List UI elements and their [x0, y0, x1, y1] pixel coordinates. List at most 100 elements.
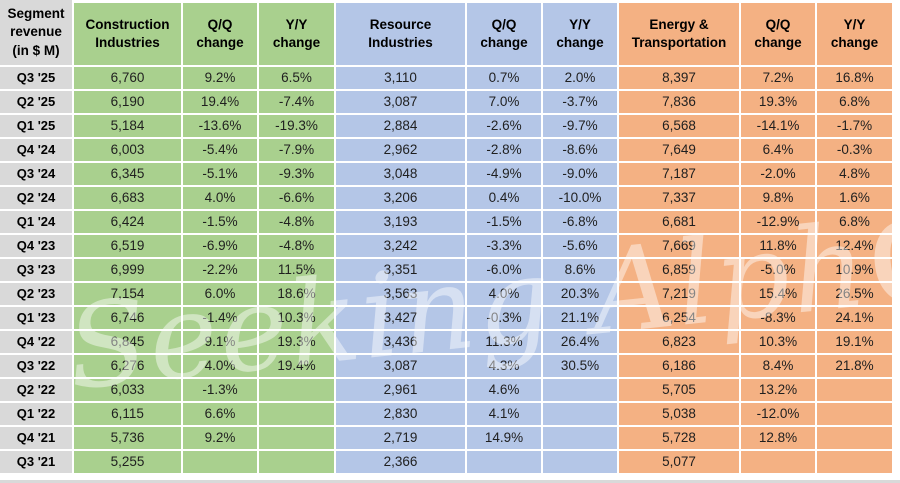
data-cell — [259, 379, 336, 403]
data-cell — [817, 379, 894, 403]
data-cell: -7.4% — [259, 91, 336, 115]
data-cell: 0.7% — [467, 67, 543, 91]
data-cell: 6,033 — [74, 379, 183, 403]
data-cell: 8.6% — [543, 259, 619, 283]
table-header-row: Segment revenue (in $ M) Construction In… — [0, 0, 900, 67]
data-cell: 4.3% — [467, 355, 543, 379]
data-cell: 12.8% — [741, 427, 817, 451]
data-cell: 9.1% — [183, 331, 259, 355]
right-edge-filler — [894, 0, 900, 67]
data-cell: 6,683 — [74, 187, 183, 211]
data-cell: 2,961 — [336, 379, 467, 403]
data-cell: 14.9% — [467, 427, 543, 451]
data-cell — [543, 403, 619, 427]
right-edge-filler — [894, 307, 900, 331]
data-cell: -1.4% — [183, 307, 259, 331]
data-cell — [543, 427, 619, 451]
data-cell: -6.6% — [259, 187, 336, 211]
data-cell: 16.8% — [817, 67, 894, 91]
right-edge-filler — [894, 283, 900, 307]
data-cell: -8.6% — [543, 139, 619, 163]
data-cell: 10.3% — [259, 307, 336, 331]
data-cell: 7.2% — [741, 67, 817, 91]
table-row: Q3 '21 5,255 2,366 5,077 — [0, 451, 900, 475]
right-edge-filler — [894, 259, 900, 283]
data-cell: 6.0% — [183, 283, 259, 307]
data-cell: 2,830 — [336, 403, 467, 427]
table-row: Q1 '24 6,424 -1.5% -4.8% 3,193 -1.5% -6.8% 6,68… — [0, 211, 900, 235]
data-cell: 30.5% — [543, 355, 619, 379]
data-cell: 6.6% — [183, 403, 259, 427]
data-cell: 8,397 — [619, 67, 741, 91]
data-cell: 6,760 — [74, 67, 183, 91]
data-cell: 6,859 — [619, 259, 741, 283]
data-cell: 3,110 — [336, 67, 467, 91]
data-cell — [817, 403, 894, 427]
table-row: Q1 '25 5,184 -13.6% -19.3% 2,884 -2.6% -9.7% 6,… — [0, 115, 900, 139]
data-cell: 5,038 — [619, 403, 741, 427]
data-cell: -3.7% — [543, 91, 619, 115]
data-cell: -14.1% — [741, 115, 817, 139]
row-quarter-label: Q4 '21 — [0, 427, 74, 451]
data-cell: 0.4% — [467, 187, 543, 211]
data-cell: 7,154 — [74, 283, 183, 307]
row-quarter-label: Q3 '22 — [0, 355, 74, 379]
data-cell: 6,424 — [74, 211, 183, 235]
data-cell: -7.9% — [259, 139, 336, 163]
row-quarter-label: Q3 '25 — [0, 67, 74, 91]
table-row: Q1 '22 6,115 6.6% 2,830 4.1% 5,038 -12.0% — [0, 403, 900, 427]
data-cell: 9.2% — [183, 67, 259, 91]
data-cell: -1.7% — [817, 115, 894, 139]
data-cell: 6.5% — [259, 67, 336, 91]
row-quarter-label: Q3 '24 — [0, 163, 74, 187]
data-cell: 19.3% — [259, 331, 336, 355]
data-cell: 13.2% — [741, 379, 817, 403]
data-cell: -2.6% — [467, 115, 543, 139]
data-cell: -4.8% — [259, 235, 336, 259]
data-cell: 7,187 — [619, 163, 741, 187]
data-cell: 6.8% — [817, 91, 894, 115]
data-cell: -0.3% — [467, 307, 543, 331]
data-cell: 3,563 — [336, 283, 467, 307]
table-row: Q3 '23 6,999 -2.2% 11.5% 3,351 -6.0% 8.6% 6,859… — [0, 259, 900, 283]
data-cell: 9.2% — [183, 427, 259, 451]
data-cell: -3.3% — [467, 235, 543, 259]
data-cell: 3,351 — [336, 259, 467, 283]
data-cell: 20.3% — [543, 283, 619, 307]
data-cell: 5,705 — [619, 379, 741, 403]
data-cell: 19.3% — [741, 91, 817, 115]
data-cell: 5,184 — [74, 115, 183, 139]
right-edge-filler — [894, 115, 900, 139]
data-cell: 21.8% — [817, 355, 894, 379]
table-row: Q4 '21 5,736 9.2% 2,719 14.9% 5,728 12.8% — [0, 427, 900, 451]
data-cell: -5.4% — [183, 139, 259, 163]
table-row: Q2 '23 7,154 6.0% 18.6% 3,563 4.0% 20.3% 7,219 1… — [0, 283, 900, 307]
data-cell: -9.0% — [543, 163, 619, 187]
data-cell: 21.1% — [543, 307, 619, 331]
table-row: Q2 '22 6,033 -1.3% 2,961 4.6% 5,705 13.2% — [0, 379, 900, 403]
table-row: Q3 '22 6,276 4.0% 19.4% 3,087 4.3% 30.5% 6,186 8… — [0, 355, 900, 379]
data-cell: 19.4% — [183, 91, 259, 115]
right-edge-filler — [894, 451, 900, 475]
corner-header: Segment revenue (in $ M) — [0, 0, 74, 67]
data-cell: 3,206 — [336, 187, 467, 211]
right-edge-filler — [894, 331, 900, 355]
data-cell: 19.1% — [817, 331, 894, 355]
data-cell: 6,999 — [74, 259, 183, 283]
data-cell: 11.5% — [259, 259, 336, 283]
row-quarter-label: Q4 '22 — [0, 331, 74, 355]
data-cell: -5.6% — [543, 235, 619, 259]
row-quarter-label: Q2 '24 — [0, 187, 74, 211]
col-header-et-yy: Y/Y change — [817, 0, 894, 67]
data-cell — [817, 427, 894, 451]
data-cell: 4.1% — [467, 403, 543, 427]
data-cell: 24.1% — [817, 307, 894, 331]
data-cell — [543, 451, 619, 475]
right-edge-filler — [894, 355, 900, 379]
data-cell: -2.0% — [741, 163, 817, 187]
row-quarter-label: Q2 '25 — [0, 91, 74, 115]
data-cell: -12.0% — [741, 403, 817, 427]
data-cell — [183, 451, 259, 475]
data-cell — [543, 379, 619, 403]
right-edge-filler — [894, 379, 900, 403]
